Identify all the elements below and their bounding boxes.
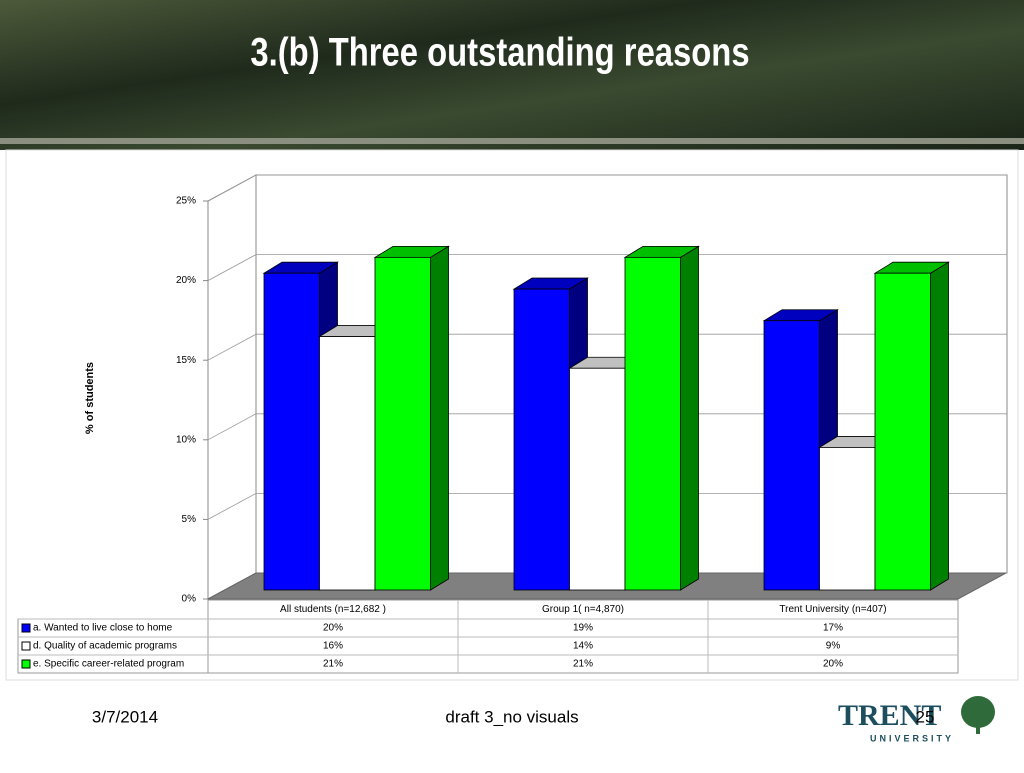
logo-tree <box>961 696 995 728</box>
bar-side <box>680 245 699 591</box>
grid-line <box>207 493 1007 520</box>
x-tick-label: Trent University (n=407) <box>779 604 886 615</box>
bar <box>319 336 376 591</box>
legend-label: e. Specific career-related program <box>33 659 184 670</box>
legend-frame <box>17 618 209 674</box>
bar-side <box>930 261 949 591</box>
side-wall <box>207 174 257 600</box>
value-label: 17% <box>823 623 843 634</box>
logo-trunk <box>976 720 980 734</box>
y-tick-label: 0% <box>182 594 197 605</box>
logo: TRENT UNIVERSITY <box>838 696 995 743</box>
header-background <box>0 0 1024 150</box>
y-axis-label: % of students <box>84 362 96 434</box>
bar <box>263 272 320 591</box>
y-tick-label: 20% <box>176 275 196 286</box>
grid-line <box>207 413 1007 441</box>
chart: 0% 5% 10% 15% 20% 25% All students (n=12,682 )… <box>17 174 1008 674</box>
grid-line <box>207 174 1007 202</box>
logo-subtitle: UNIVERSITY <box>870 733 954 743</box>
legend-swatch <box>21 623 31 633</box>
page-number: 25 <box>916 707 935 726</box>
x-tick-label: Group 1( n=4,870) <box>542 604 624 615</box>
value-label: 9% <box>826 641 841 652</box>
x-tick-label: All students (n=12,682 ) <box>280 604 386 615</box>
bar <box>624 256 681 591</box>
grid-line <box>207 254 1007 281</box>
legend-label: d. Quality of academic programs <box>33 641 177 652</box>
value-label: 20% <box>323 623 343 634</box>
bar <box>374 256 431 591</box>
legend-swatch <box>21 659 31 669</box>
grid-line <box>207 333 1007 361</box>
logo-name: TRENT <box>838 699 941 732</box>
header-rule <box>0 138 1024 144</box>
slide-title: 3.(b) Three outstanding reasons <box>250 29 749 74</box>
legend-swatch <box>21 641 31 651</box>
y-tick-label: 25% <box>176 196 196 207</box>
value-label: 19% <box>573 623 593 634</box>
value-label: 14% <box>573 641 593 652</box>
bar <box>874 272 931 591</box>
footer-note: draft 3_no visuals <box>445 707 578 726</box>
y-tick-label: 5% <box>182 514 197 525</box>
value-label: 21% <box>323 659 343 670</box>
value-label: 16% <box>323 641 343 652</box>
y-tick-label: 15% <box>176 355 196 366</box>
value-label: 21% <box>573 659 593 670</box>
footer-date: 3/7/2014 <box>92 707 158 726</box>
bar <box>763 320 820 591</box>
bar <box>569 367 626 591</box>
y-tick-label: 10% <box>176 434 196 445</box>
bar-side <box>430 245 449 591</box>
bar <box>513 288 570 591</box>
value-label: 20% <box>823 659 843 670</box>
bar <box>819 447 876 591</box>
legend-label: a. Wanted to live close to home <box>33 623 173 634</box>
